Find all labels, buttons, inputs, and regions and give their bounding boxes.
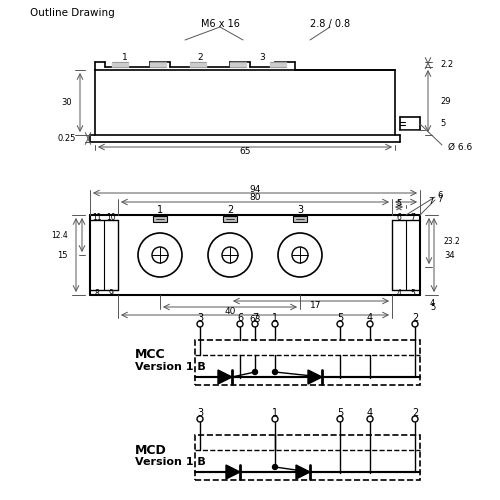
Text: 4: 4	[396, 288, 402, 298]
Text: 3: 3	[259, 54, 265, 62]
Circle shape	[272, 370, 278, 374]
Text: 3: 3	[197, 313, 203, 323]
Text: 2: 2	[197, 54, 203, 62]
Circle shape	[252, 370, 258, 374]
Polygon shape	[218, 370, 232, 384]
Text: 5: 5	[410, 288, 416, 298]
Text: 2.2: 2.2	[440, 60, 453, 69]
Text: 8: 8	[94, 288, 100, 298]
Text: 23.2: 23.2	[444, 236, 461, 246]
Text: 65: 65	[240, 148, 251, 156]
Polygon shape	[296, 465, 310, 479]
Text: 9: 9	[108, 288, 114, 298]
Bar	[223, 216, 237, 222]
Text: 80: 80	[249, 194, 261, 202]
Text: 7: 7	[428, 198, 434, 206]
Text: 94: 94	[250, 184, 260, 194]
FancyBboxPatch shape	[195, 340, 420, 385]
Text: 2.8 / 0.8: 2.8 / 0.8	[310, 19, 350, 29]
Text: 17: 17	[310, 300, 322, 310]
Text: 6: 6	[237, 313, 243, 323]
Text: 5: 5	[337, 408, 343, 418]
Text: 4: 4	[367, 408, 373, 418]
Text: 2: 2	[227, 205, 233, 215]
Bar	[270, 62, 286, 67]
Text: 63: 63	[249, 316, 261, 324]
Text: Version 1 B: Version 1 B	[135, 457, 206, 467]
Text: 6: 6	[437, 192, 442, 200]
Text: 34: 34	[444, 250, 454, 260]
Text: 6: 6	[396, 212, 402, 222]
Bar	[230, 62, 246, 67]
Text: Ø 6.6: Ø 6.6	[448, 142, 472, 152]
Text: 4: 4	[430, 298, 435, 308]
Bar	[190, 62, 206, 67]
Bar	[112, 62, 128, 67]
Text: 11: 11	[92, 212, 102, 222]
Text: 7: 7	[410, 212, 416, 222]
Text: 5: 5	[337, 313, 343, 323]
Text: 5: 5	[396, 198, 402, 207]
Text: 3: 3	[297, 205, 303, 215]
Text: 30: 30	[62, 98, 72, 107]
Text: 12.4: 12.4	[52, 230, 68, 239]
Text: 29: 29	[440, 96, 450, 106]
Text: 5: 5	[430, 304, 435, 312]
Text: 10: 10	[106, 212, 116, 222]
Bar	[153, 216, 167, 222]
Bar	[293, 216, 307, 222]
Text: Outline Drawing: Outline Drawing	[30, 8, 115, 18]
FancyBboxPatch shape	[195, 435, 420, 480]
Text: 4: 4	[367, 313, 373, 323]
Text: Version 1 B: Version 1 B	[135, 362, 206, 372]
Text: 7: 7	[252, 313, 258, 323]
Text: 7: 7	[437, 196, 442, 204]
Text: 2: 2	[412, 408, 418, 418]
Bar	[150, 62, 166, 67]
Text: M6 x 16: M6 x 16	[200, 19, 239, 29]
Polygon shape	[308, 370, 322, 384]
Polygon shape	[226, 465, 240, 479]
Text: MCC: MCC	[135, 348, 166, 362]
Text: 5: 5	[440, 120, 446, 128]
Text: MCD: MCD	[135, 444, 167, 456]
Text: 40: 40	[224, 308, 235, 316]
Circle shape	[272, 464, 278, 469]
Text: 1: 1	[122, 54, 128, 62]
Text: 15: 15	[58, 250, 68, 260]
Text: 0.25: 0.25	[58, 134, 76, 143]
Text: 1: 1	[272, 408, 278, 418]
Text: 1: 1	[272, 313, 278, 323]
Text: 3: 3	[197, 408, 203, 418]
Text: 1: 1	[157, 205, 163, 215]
Text: 2: 2	[412, 313, 418, 323]
